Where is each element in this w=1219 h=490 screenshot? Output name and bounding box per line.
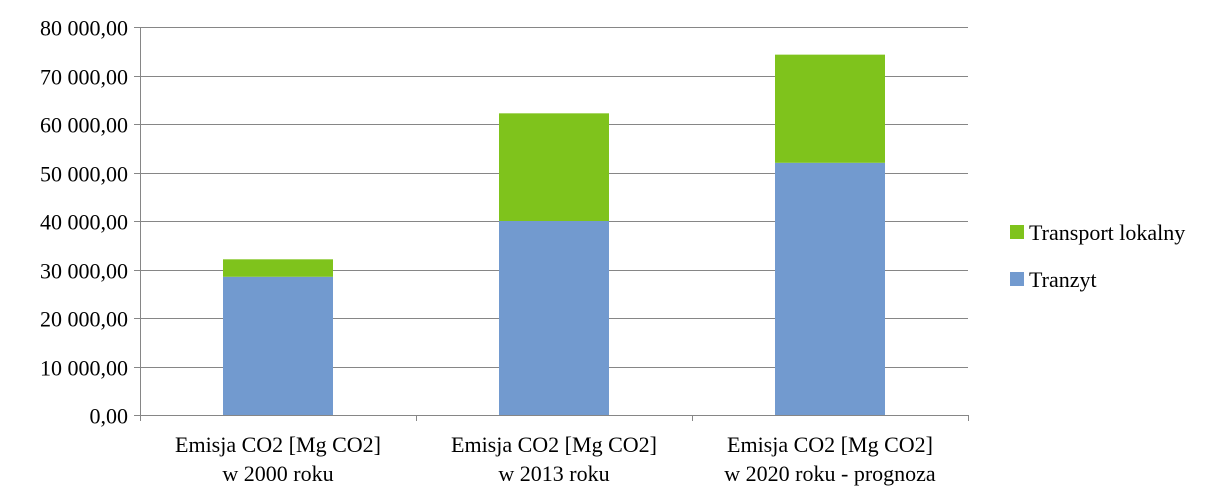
legend-swatch [1010, 272, 1024, 286]
y-tick-label: 30 000,00 [40, 259, 128, 284]
bar-transport-lokalny [499, 113, 609, 221]
bar-tranzyt [775, 162, 885, 415]
y-tick-label: 80 000,00 [40, 16, 128, 41]
x-tick-label: w 2000 roku [222, 461, 333, 486]
x-tick-label: w 2013 roku [498, 461, 609, 486]
bar-tranzyt [223, 276, 333, 415]
x-tick-label: Emisja CO2 [Mg CO2] [451, 432, 657, 457]
y-tick-label: 40 000,00 [40, 210, 128, 235]
x-tick-label: Emisja CO2 [Mg CO2] [175, 432, 381, 457]
legend-swatch [1010, 225, 1024, 239]
y-tick-label: 10 000,00 [40, 356, 128, 381]
x-tick-label: w 2020 roku - prognoza [724, 461, 936, 486]
y-tick-label: 50 000,00 [40, 162, 128, 187]
bars [223, 54, 885, 415]
x-tick-label: Emisja CO2 [Mg CO2] [727, 432, 933, 457]
bar-transport-lokalny [223, 259, 333, 277]
y-tick-labels: 0,00 10 000,00 20 000,00 30 000,00 40 000,00… [40, 16, 128, 429]
y-tick-label: 0,00 [90, 404, 129, 429]
bar-transport-lokalny [775, 54, 885, 163]
legend: Transport lokalny Tranzyt [1010, 220, 1185, 292]
x-tick-labels: Emisja CO2 [Mg CO2] w 2000 roku Emisja CO2… [175, 432, 936, 486]
y-tick-label: 20 000,00 [40, 307, 128, 332]
legend-label: Transport lokalny [1029, 220, 1185, 245]
y-tick-label: 70 000,00 [40, 65, 128, 90]
axes [134, 27, 969, 421]
bar-tranzyt [499, 221, 609, 415]
y-tick-label: 60 000,00 [40, 113, 128, 138]
legend-label: Tranzyt [1029, 267, 1097, 292]
